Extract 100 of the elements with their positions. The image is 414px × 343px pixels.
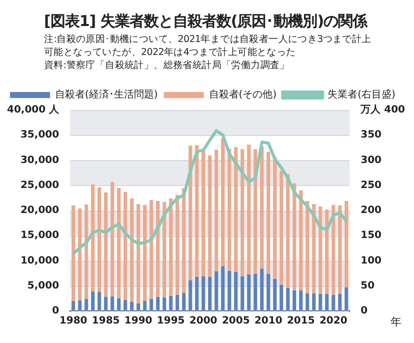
bar — [124, 300, 128, 311]
y2-tick-label: 万人 400 — [360, 104, 406, 116]
bar — [117, 298, 121, 311]
y-tick-label: 30,000 — [20, 154, 60, 166]
bar — [299, 190, 303, 290]
bar — [318, 294, 322, 311]
x-tick-label: 2020 — [319, 316, 348, 327]
x-tick-label: 1990 — [124, 316, 152, 327]
x-tick-label: 1995 — [156, 316, 185, 327]
bar — [98, 187, 102, 292]
bar — [299, 290, 303, 311]
bar — [254, 274, 258, 311]
y2-tick-label: 150 — [360, 230, 382, 242]
bar — [130, 198, 134, 302]
text: 注:自殺の原因･動機について、2021年までは自殺者一人につき3つまで計上可能となっていたが、2022年は4つまで計上可能となった — [44, 33, 372, 59]
bar — [169, 198, 173, 296]
bar — [273, 156, 277, 279]
bar — [240, 276, 244, 311]
bar — [162, 297, 166, 311]
bar — [176, 194, 180, 295]
bar — [188, 146, 192, 280]
y2-tick-label: 100 — [360, 255, 382, 266]
bar — [325, 209, 329, 294]
bar — [234, 272, 238, 311]
bar — [228, 148, 232, 271]
bar — [195, 145, 199, 277]
bar — [176, 294, 180, 311]
bar — [208, 276, 212, 311]
x-axis-title: 年 — [390, 315, 402, 328]
y-tick-label: 40,000 人 — [6, 104, 60, 116]
bar — [110, 296, 114, 311]
bar — [104, 296, 108, 311]
bar — [156, 200, 160, 297]
bar — [286, 174, 290, 288]
x-tick-label: 2005 — [222, 316, 250, 327]
bar — [202, 150, 206, 276]
bar — [117, 188, 121, 298]
bar — [344, 287, 348, 311]
bar — [78, 208, 82, 300]
bar — [150, 200, 154, 299]
bar — [260, 146, 264, 269]
bar — [292, 183, 296, 290]
bar — [136, 204, 140, 304]
bar — [84, 298, 88, 311]
bar — [130, 302, 134, 311]
x-tick-label: 1985 — [92, 316, 120, 327]
bar — [214, 150, 218, 272]
y-tick-label: 25,000 — [20, 180, 60, 191]
bar — [98, 292, 102, 311]
y2-tick-label: 0 — [360, 306, 368, 317]
bar — [312, 293, 316, 311]
bar — [150, 298, 154, 311]
bar — [110, 182, 114, 296]
y-tick-label: 15,000 — [20, 230, 60, 242]
bar — [136, 303, 140, 311]
bar — [266, 274, 270, 311]
bar — [332, 294, 336, 311]
bar — [234, 147, 238, 272]
bar — [266, 152, 270, 274]
x-tick-label: 2010 — [254, 316, 282, 327]
bar — [214, 271, 218, 311]
bar — [273, 278, 277, 311]
bar — [143, 300, 147, 311]
y-tick-label: 5,000 — [27, 280, 60, 292]
bar — [162, 202, 166, 298]
bar — [124, 192, 128, 300]
bar — [188, 280, 192, 311]
y2-tick-label: 200 — [360, 205, 382, 216]
bar — [182, 188, 186, 293]
bar — [240, 149, 244, 276]
bar — [286, 288, 290, 311]
y-tick-label: 0 — [52, 306, 60, 317]
bar — [208, 155, 212, 277]
bar — [280, 284, 284, 311]
bar — [182, 292, 186, 311]
bar — [202, 276, 206, 311]
y2-tick-label: 300 — [360, 154, 382, 166]
x-tick-label: 2015 — [286, 316, 315, 327]
bar — [169, 296, 173, 311]
bar — [156, 296, 160, 311]
bar — [312, 204, 316, 294]
y2-tick-label: 350 — [360, 130, 382, 141]
legend-label: 自殺者(経済･生活問題) — [55, 88, 158, 101]
bar — [280, 170, 284, 285]
legend-label: 失業者(右目盛) — [328, 88, 396, 101]
bar — [344, 200, 348, 288]
bar — [143, 204, 147, 301]
bar — [221, 266, 225, 311]
text: 資料:警察庁「自殺統計」、総務省統計局「労働力調査」 — [44, 59, 290, 72]
bar — [306, 293, 310, 311]
bar — [247, 144, 251, 274]
y-tick-label: 35,000 — [20, 130, 60, 141]
bar — [247, 274, 251, 311]
x-tick-label: 2000 — [189, 316, 218, 327]
bar — [84, 204, 88, 299]
legend-label: 自殺者(その他) — [208, 88, 277, 101]
bar — [318, 206, 322, 294]
bar — [72, 205, 76, 301]
y2-tick-label: 50 — [360, 280, 375, 292]
bar — [306, 200, 310, 294]
